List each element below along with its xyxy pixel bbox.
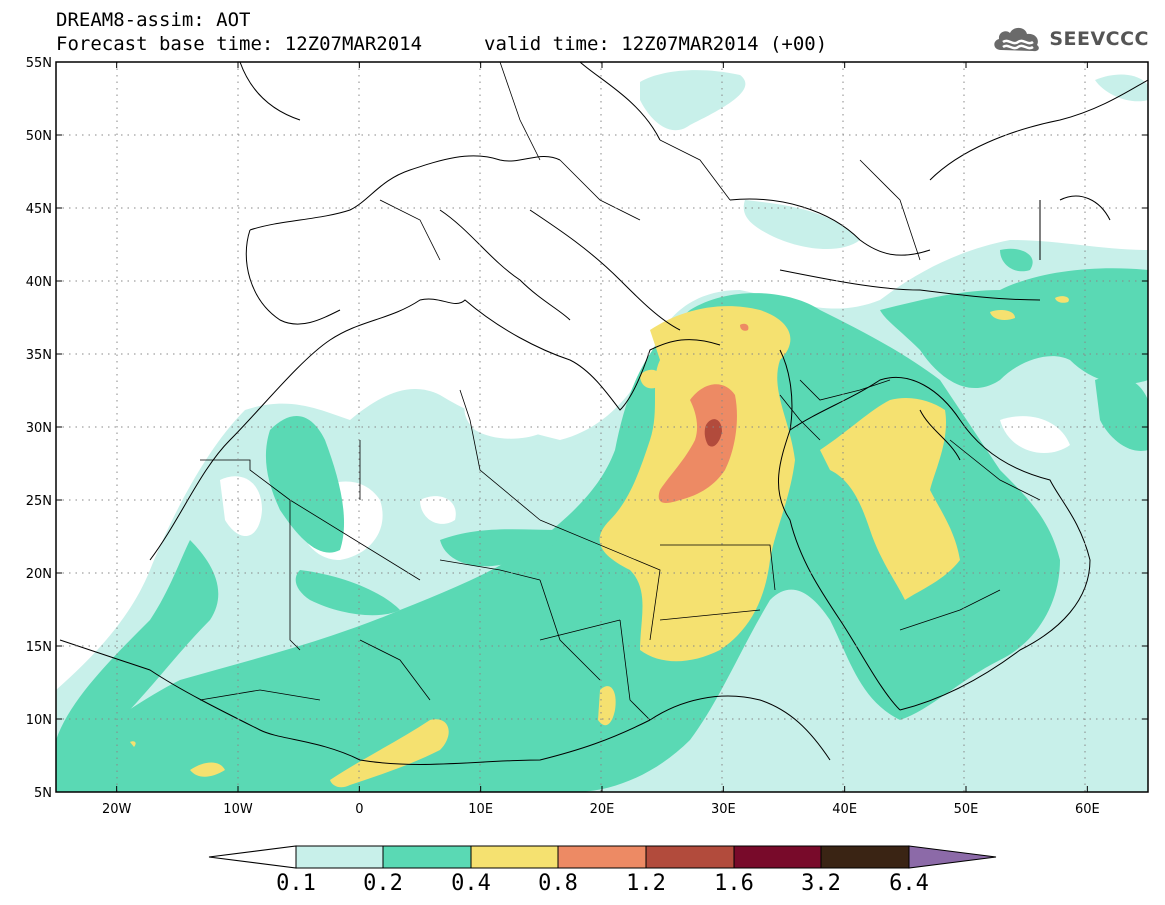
lat-label: 40N: [26, 275, 52, 290]
lon-label: 20W: [102, 802, 132, 817]
colorbar-swatch: [382, 845, 472, 869]
lon-label: 20E: [590, 802, 615, 817]
colorbar-swatch: [733, 845, 822, 869]
lat-label: 15N: [26, 640, 52, 655]
lon-label: 60E: [1075, 802, 1100, 817]
aot-0-8-layer: [658, 323, 749, 503]
lat-label: 30N: [26, 421, 52, 436]
colorbar-swatch: [645, 845, 735, 869]
colorbar-label: 6.4: [889, 871, 929, 896]
lat-label: 55N: [26, 56, 52, 71]
valid-time: valid time: 12Z07MAR2014 (+00): [484, 33, 828, 55]
coastlines: [59, 62, 1148, 765]
colorbar-swatch: [820, 845, 910, 869]
colorbar-label: 0.8: [538, 871, 578, 896]
lat-label: 45N: [26, 202, 52, 217]
country-borders: [199, 62, 1041, 721]
colorbar-label: 0.2: [363, 871, 403, 896]
lat-label: 5N: [34, 786, 52, 801]
lon-label: 30E: [711, 802, 736, 817]
colorbar: [208, 845, 997, 869]
lon-label: 10E: [468, 802, 493, 817]
axis-ticks: 5N 10N 15N 20N 25N 30N 35N 40N 45N 50N 55N 20W 10W 0 1…: [26, 56, 1148, 817]
colorbar-label: 3.2: [801, 871, 841, 896]
aot-0-2-layer: [56, 248, 1148, 792]
colorbar-label: 1.6: [714, 871, 754, 896]
colorbar-swatch: [557, 845, 647, 869]
aot-1-2-layer: [704, 419, 722, 447]
colorbar-swatch: [295, 845, 384, 869]
lat-label: 20N: [26, 567, 52, 582]
colorbar-label: 0.4: [451, 871, 491, 896]
lat-label: 10N: [26, 713, 52, 728]
map-title: DREAM8-assim: AOT: [56, 9, 251, 31]
graticule: [56, 62, 1148, 792]
seevccc-logo: SEEVCCC: [991, 22, 1149, 56]
lon-label: 40E: [832, 802, 857, 817]
lat-label: 25N: [26, 494, 52, 509]
cloud-icon: [994, 27, 1040, 52]
time-line: Forecast base time: 12Z07MAR2014 valid ti…: [56, 33, 827, 55]
base-time: Forecast base time: 12Z07MAR2014: [56, 33, 423, 55]
colorbar-swatch: [470, 845, 559, 869]
lon-label: 0: [355, 802, 363, 817]
lon-label: 50E: [954, 802, 979, 817]
colorbar-under-arrow: [208, 845, 297, 869]
lat-label: 50N: [26, 129, 52, 144]
logo-text: SEEVCCC: [1049, 28, 1149, 50]
colorbar-label: 1.2: [626, 871, 666, 896]
aot-field: [56, 70, 1148, 792]
lat-label: 35N: [26, 348, 52, 363]
colorbar-label: 0.1: [276, 871, 316, 896]
colorbar-over-arrow: [908, 845, 997, 869]
lon-label: 10W: [223, 802, 253, 817]
